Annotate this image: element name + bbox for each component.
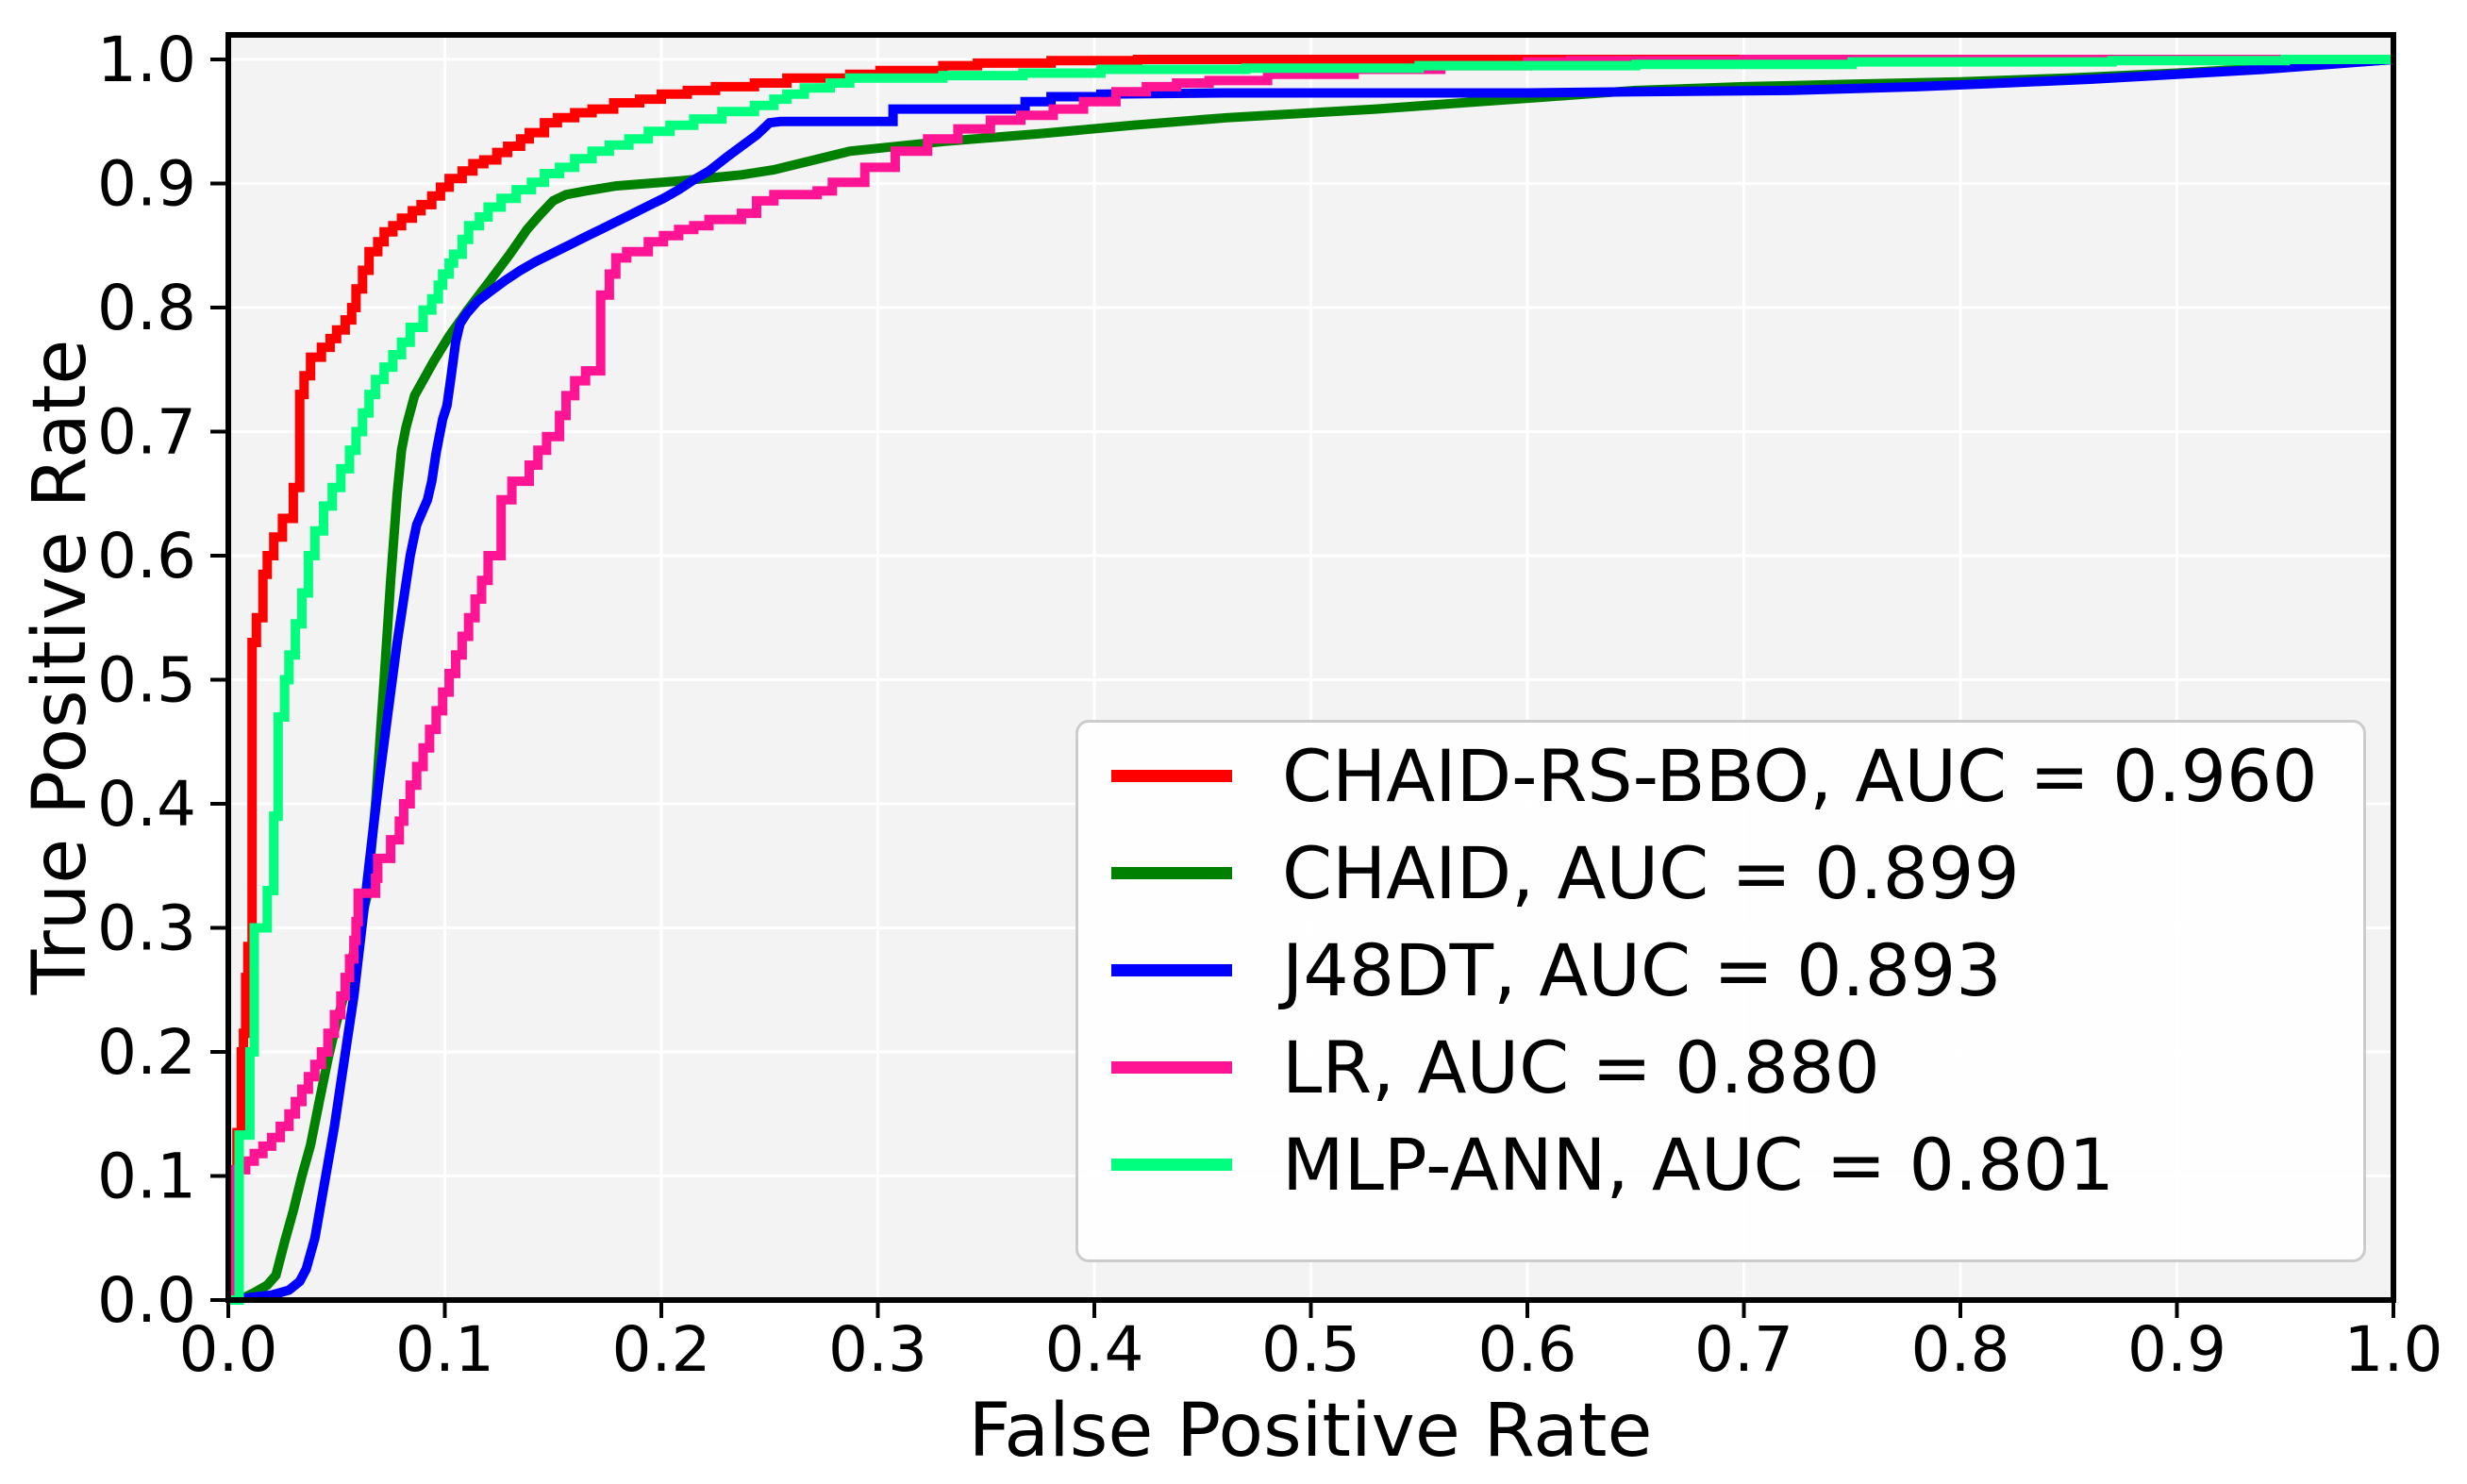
y-tick-label: 0.6 [97,520,196,592]
y-tick-label: 1.0 [97,24,196,96]
y-tick-label: 0.8 [97,272,196,344]
x-tick-label: 0.5 [1261,1313,1360,1386]
legend-item-chaid-rs-bbo: CHAID-RS-BBO, AUC = 0.960 [1078,730,2363,821]
roc-curve-mlp-ann [228,55,2393,1305]
y-tick-label: 0.0 [97,1264,196,1337]
legend-item-lr: LR, AUC = 0.880 [1078,1022,2363,1112]
x-tick-label: 0.7 [1694,1313,1793,1386]
legend-item-label: J48DT, AUC = 0.893 [1282,927,2002,1012]
legend-line-swatch [1111,1158,1232,1171]
legend-item-label: CHAID, AUC = 0.899 [1282,830,2020,915]
y-tick-label: 0.9 [97,148,196,221]
legend-line-swatch [1111,769,1232,782]
x-axis-title: False Positive Rate [968,1389,1653,1474]
legend-line-swatch [1111,1060,1232,1074]
roc-curve-j48dt [227,55,2394,1305]
legend-item-label: MLP-ANN, AUC = 0.801 [1282,1122,2115,1207]
x-tick-label: 0.8 [1911,1313,2010,1386]
y-tick-label: 0.4 [97,768,196,841]
y-tick-label: 0.5 [97,644,196,717]
roc-curve-lr [227,55,2393,1305]
x-tick-label: 0.0 [179,1313,278,1386]
legend-item-chaid: CHAID, AUC = 0.899 [1078,827,2363,918]
y-tick-label: 0.1 [97,1141,196,1213]
roc-curve-chaid-rs-bbo [228,55,2393,1305]
legend-line-swatch [1111,963,1232,976]
legend-item-label: LR, AUC = 0.880 [1282,1025,1880,1109]
y-axis-title: True Positive Rate [18,339,103,995]
x-tick-label: 0.3 [828,1313,927,1386]
x-tick-label: 0.6 [1478,1313,1577,1386]
x-tick-label: 0.1 [395,1313,494,1386]
legend-item-mlp-ann: MLP-ANN, AUC = 0.801 [1078,1119,2363,1209]
y-tick-label: 0.3 [97,892,196,965]
roc-curve-chaid [228,55,2394,1305]
legend-item-label: CHAID-RS-BBO, AUC = 0.960 [1282,733,2318,818]
legend-line-swatch [1111,866,1232,879]
legend-box: CHAID-RS-BBO, AUC = 0.960 CHAID, AUC = 0… [1075,720,2366,1262]
legend-item-j48dt: J48DT, AUC = 0.893 [1078,925,2363,1015]
y-tick-label: 0.7 [97,396,196,469]
x-tick-label: 0.9 [2127,1313,2226,1386]
x-tick-label: 0.2 [612,1313,711,1386]
x-tick-label: 1.0 [2344,1313,2443,1386]
y-tick-label: 0.2 [97,1016,196,1089]
axes-frame [225,32,2396,1303]
x-tick-label: 0.4 [1045,1313,1144,1386]
